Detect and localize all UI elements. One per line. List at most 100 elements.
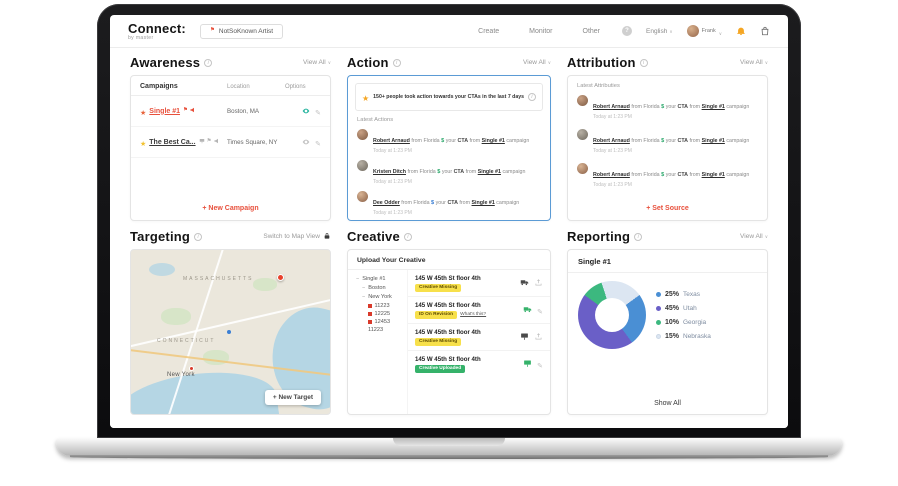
- action-item[interactable]: Dee Odder from Florida your CTA from Sin…: [348, 188, 550, 219]
- campaign-link[interactable]: Single #1: [471, 200, 495, 206]
- tree-node-campaign[interactable]: Single #1: [356, 276, 403, 282]
- tree-node-zip[interactable]: 11223: [356, 303, 403, 309]
- nav-item-create[interactable]: Create: [478, 27, 500, 35]
- bell-icon[interactable]: [736, 26, 746, 36]
- whats-this-link[interactable]: What's this?: [460, 312, 487, 317]
- language-label: English: [646, 27, 668, 35]
- attribution-view-all[interactable]: View All: [740, 59, 768, 66]
- info-icon[interactable]: [403, 232, 412, 241]
- chevron-down-icon: [669, 28, 672, 35]
- timestamp: Today at 1:23 PM: [373, 148, 412, 154]
- campaign-link[interactable]: Single #1: [481, 138, 505, 144]
- upload-icon[interactable]: [534, 274, 543, 292]
- reporting-view-all[interactable]: View All: [740, 233, 768, 240]
- map-marker[interactable]: [227, 330, 231, 334]
- top-navbar: Connect: by master NotSoKnown Artist Cre…: [110, 15, 788, 48]
- legend-item[interactable]: 25% Texas: [655, 291, 711, 298]
- bag-icon[interactable]: [760, 26, 770, 36]
- new-campaign-button[interactable]: + New Campaign: [202, 205, 259, 212]
- dashboard: Awareness View All Campaigns Location Op…: [110, 48, 788, 428]
- dollar-icon: [661, 138, 664, 144]
- action-item[interactable]: Robert Arnaud from Florida your CTA from…: [348, 219, 550, 220]
- nav-item-other[interactable]: Other: [582, 27, 601, 35]
- creative-card: Upload Your Creative Single #1 Boston: [347, 249, 551, 415]
- attribution-item[interactable]: Robert Arnaud from Florida your CTA from…: [568, 126, 767, 157]
- attribution-item[interactable]: Robert Arnaud from Florida your CTA from…: [568, 92, 767, 123]
- map-canvas[interactable]: MASSACHUSETTS CONNECTICUT New York + New…: [130, 249, 331, 415]
- campaign-link[interactable]: The Best Ca...: [149, 138, 196, 146]
- tree-node-city[interactable]: Boston: [356, 285, 403, 291]
- pencil-icon[interactable]: [315, 102, 321, 120]
- flag-icon: [207, 139, 212, 145]
- info-icon[interactable]: [194, 232, 203, 241]
- map-marker[interactable]: [189, 366, 194, 371]
- collapse-icon[interactable]: [356, 276, 359, 282]
- info-icon[interactable]: [639, 58, 648, 67]
- set-source-button[interactable]: + Set Source: [646, 205, 689, 212]
- map-park: [253, 278, 277, 291]
- awareness-view-all[interactable]: View All: [303, 59, 331, 66]
- campaign-row[interactable]: The Best Ca...: [131, 127, 330, 158]
- laptop-notch: [393, 438, 505, 446]
- tree-node-zip[interactable]: 11223: [368, 327, 384, 333]
- billboard-icon: [523, 355, 532, 373]
- pencil-icon[interactable]: [537, 301, 543, 319]
- switch-map-view[interactable]: Switch to Map View: [263, 232, 331, 242]
- campaign-link[interactable]: Single #1: [149, 107, 181, 115]
- timestamp: Today at 1:23 PM: [592, 148, 632, 154]
- legend-item[interactable]: 45% Utah: [655, 305, 711, 312]
- action-item[interactable]: Kristen Ditch from Florida your CTA from…: [348, 157, 550, 188]
- user-menu[interactable]: Frank: [686, 22, 722, 40]
- view-all-label: View All: [303, 59, 326, 66]
- help-icon[interactable]: [622, 26, 633, 36]
- upload-icon[interactable]: [534, 328, 543, 346]
- new-target-button[interactable]: + New Target: [264, 390, 321, 405]
- map-marker[interactable]: [277, 274, 284, 281]
- person-link[interactable]: Dee Odder: [373, 200, 400, 206]
- nav-item-monitor[interactable]: Monitor: [529, 27, 553, 35]
- campaign-row[interactable]: Single #1 Boston, MA: [131, 96, 330, 127]
- artist-selector[interactable]: NotSoKnown Artist: [199, 23, 284, 39]
- campaign-link[interactable]: Single #1: [701, 172, 725, 178]
- campaign-link[interactable]: Single #1: [701, 138, 725, 144]
- zip-bullet: [368, 320, 372, 324]
- pencil-icon[interactable]: [537, 355, 543, 373]
- legend-item[interactable]: 10% Georgia: [655, 319, 711, 326]
- creative-row: 145 W 45th St floor 4th Creative Missing: [408, 270, 550, 297]
- pencil-icon[interactable]: [315, 133, 321, 151]
- creative-tree: Single #1 Boston New York: [348, 270, 408, 414]
- panel-creative: Creative Upload Your Creative Single #1: [347, 229, 551, 415]
- eye-icon[interactable]: [302, 102, 310, 120]
- app-logo[interactable]: Connect: by master: [128, 22, 186, 41]
- legend-item[interactable]: 15% Nebraska: [655, 333, 711, 340]
- info-icon[interactable]: [392, 58, 401, 67]
- col-location: Location: [227, 83, 250, 90]
- tree-node-zip[interactable]: 12225: [356, 311, 403, 317]
- info-icon[interactable]: [634, 232, 643, 241]
- person-link[interactable]: Robert Arnaud: [592, 172, 630, 178]
- eye-icon[interactable]: [302, 133, 310, 151]
- tree-node-zip[interactable]: 12453: [356, 319, 403, 325]
- attribution-item[interactable]: Robert Arnaud from Florida your CTA from…: [568, 160, 767, 191]
- info-icon[interactable]: [527, 93, 536, 101]
- campaign-link[interactable]: Single #1: [477, 169, 501, 175]
- show-all-button[interactable]: Show All: [654, 400, 681, 407]
- map-label-state: CONNECTICUT: [157, 338, 216, 344]
- person-link[interactable]: Robert Arnaud: [592, 138, 630, 144]
- person-link[interactable]: Kristen Ditch: [373, 169, 406, 175]
- action-view-all[interactable]: View All: [523, 59, 551, 66]
- person-link[interactable]: Robert Arnaud: [592, 104, 630, 110]
- dollar-icon: [431, 200, 434, 206]
- attribution-title: Attribution: [566, 55, 636, 70]
- language-selector[interactable]: English: [646, 28, 673, 35]
- person-link[interactable]: Robert Arnaud: [373, 138, 410, 144]
- action-card: 150+ people took action towards your CTA…: [347, 75, 551, 221]
- campaign-link[interactable]: Single #1: [701, 104, 725, 110]
- targeting-title: Targeting: [130, 229, 191, 244]
- truck-icon: [520, 274, 529, 292]
- collapse-icon[interactable]: [362, 294, 365, 300]
- collapse-icon[interactable]: [362, 285, 365, 291]
- info-icon[interactable]: [204, 58, 213, 67]
- tree-node-city[interactable]: New York: [356, 294, 403, 300]
- action-item[interactable]: Robert Arnaud from Florida your CTA from…: [348, 126, 550, 157]
